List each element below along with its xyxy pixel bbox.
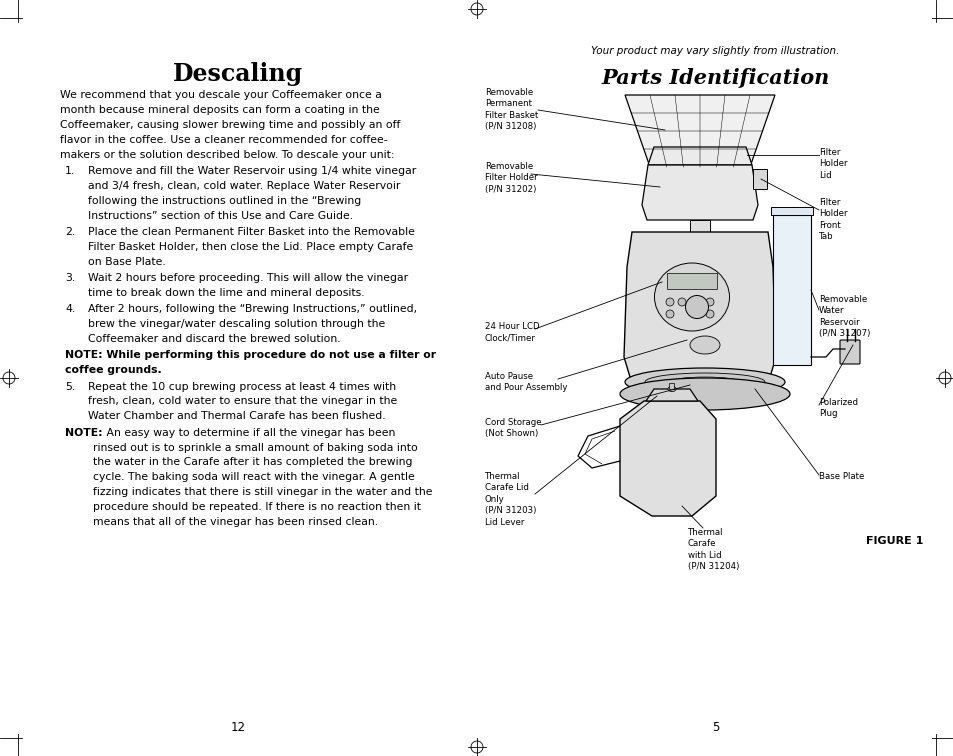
Text: and 3/4 fresh, clean, cold water. Replace Water Reservoir: and 3/4 fresh, clean, cold water. Replac…: [88, 181, 400, 191]
Polygon shape: [641, 165, 758, 220]
Text: Thermal
Carafe Lid
Only
(P/N 31203)
Lid Lever: Thermal Carafe Lid Only (P/N 31203) Lid …: [484, 472, 536, 527]
Bar: [669, 383, 674, 389]
Text: 5: 5: [711, 721, 719, 734]
Text: 24 Hour LCD
Clock/Timer: 24 Hour LCD Clock/Timer: [484, 322, 539, 342]
Polygon shape: [647, 147, 751, 165]
Text: the water in the Carafe after it has completed the brewing: the water in the Carafe after it has com…: [92, 457, 412, 467]
Ellipse shape: [619, 378, 789, 410]
Text: After 2 hours, following the “Brewing Instructions,” outlined,: After 2 hours, following the “Brewing In…: [88, 305, 416, 314]
Text: Removable
Water
Reservoir
(P/N 31207): Removable Water Reservoir (P/N 31207): [818, 295, 869, 339]
Text: brew the vinegar/water descaling solution through the: brew the vinegar/water descaling solutio…: [88, 319, 385, 330]
Text: Wait 2 hours before proceeding. This will allow the vinegar: Wait 2 hours before proceeding. This wil…: [88, 273, 408, 284]
Text: Parts Identification: Parts Identification: [600, 68, 829, 88]
Text: Auto Pause
and Pour Assembly: Auto Pause and Pour Assembly: [484, 372, 567, 392]
Text: Coffeemaker and discard the brewed solution.: Coffeemaker and discard the brewed solut…: [88, 334, 340, 344]
Text: Removable
Filter Holder
(P/N 31202): Removable Filter Holder (P/N 31202): [484, 162, 537, 194]
Text: Place the clean Permanent Filter Basket into the Removable: Place the clean Permanent Filter Basket …: [88, 228, 415, 237]
Polygon shape: [623, 232, 775, 377]
Text: Removable
Permanent
Filter Basket
(P/N 31208): Removable Permanent Filter Basket (P/N 3…: [484, 88, 537, 132]
Text: on Base Plate.: on Base Plate.: [88, 257, 166, 267]
Text: Base Plate: Base Plate: [818, 472, 863, 481]
Text: rinsed out is to sprinkle a small amount of baking soda into: rinsed out is to sprinkle a small amount…: [92, 442, 417, 453]
Text: following the instructions outlined in the “Brewing: following the instructions outlined in t…: [88, 196, 361, 206]
Circle shape: [685, 296, 708, 318]
Circle shape: [692, 298, 700, 306]
Text: Descaling: Descaling: [173, 62, 303, 86]
Text: fizzing indicates that there is still vinegar in the water and the: fizzing indicates that there is still vi…: [92, 488, 432, 497]
Text: We recommend that you descale your Coffeemaker once a: We recommend that you descale your Coffe…: [60, 90, 381, 100]
Text: NOTE: While performing this procedure do not use a filter or: NOTE: While performing this procedure do…: [65, 351, 436, 361]
Text: An easy way to determine if all the vinegar has been: An easy way to determine if all the vine…: [103, 428, 395, 438]
Bar: [772, 215, 810, 365]
Text: 4.: 4.: [65, 305, 75, 314]
Circle shape: [705, 298, 713, 306]
Ellipse shape: [644, 373, 764, 391]
Text: coffee grounds.: coffee grounds.: [65, 365, 162, 376]
Bar: [689, 220, 709, 232]
Text: procedure should be repeated. If there is no reaction then it: procedure should be repeated. If there i…: [92, 502, 420, 513]
Polygon shape: [645, 389, 698, 401]
Text: NOTE:: NOTE:: [65, 428, 103, 438]
Polygon shape: [619, 401, 716, 516]
Circle shape: [665, 298, 673, 306]
Polygon shape: [624, 95, 774, 167]
Ellipse shape: [669, 377, 740, 387]
Text: Cord Storage
(Not Shown): Cord Storage (Not Shown): [484, 418, 541, 438]
FancyBboxPatch shape: [840, 340, 859, 364]
Text: 2.: 2.: [65, 228, 75, 237]
Text: Filter Basket Holder, then close the Lid. Place empty Carafe: Filter Basket Holder, then close the Lid…: [88, 242, 413, 253]
Text: Filter
Holder
Lid: Filter Holder Lid: [818, 148, 846, 180]
Text: time to break down the lime and mineral deposits.: time to break down the lime and mineral …: [88, 288, 364, 298]
Text: flavor in the coffee. Use a cleaner recommended for coffee-: flavor in the coffee. Use a cleaner reco…: [60, 135, 387, 145]
Text: fresh, clean, cold water to ensure that the vinegar in the: fresh, clean, cold water to ensure that …: [88, 396, 396, 407]
Text: Water Chamber and Thermal Carafe has been flushed.: Water Chamber and Thermal Carafe has bee…: [88, 411, 385, 421]
Bar: [752, 169, 766, 189]
Text: Repeat the 10 cup brewing process at least 4 times with: Repeat the 10 cup brewing process at lea…: [88, 382, 395, 392]
Text: Thermal
Carafe
with Lid
(P/N 31204): Thermal Carafe with Lid (P/N 31204): [687, 528, 739, 572]
Ellipse shape: [667, 386, 676, 392]
Text: 12: 12: [231, 721, 246, 734]
Text: means that all of the vinegar has been rinsed clean.: means that all of the vinegar has been r…: [92, 517, 377, 527]
Ellipse shape: [624, 368, 784, 396]
Bar: [770, 207, 812, 215]
Circle shape: [665, 310, 673, 318]
Circle shape: [705, 310, 713, 318]
Ellipse shape: [654, 263, 729, 331]
Text: Your product may vary slightly from illustration.: Your product may vary slightly from illu…: [591, 46, 839, 56]
Text: Filter
Holder
Front
Tab: Filter Holder Front Tab: [818, 198, 846, 241]
Text: 5.: 5.: [65, 382, 75, 392]
Text: Polarized
Plug: Polarized Plug: [818, 398, 857, 419]
Text: cycle. The baking soda will react with the vinegar. A gentle: cycle. The baking soda will react with t…: [92, 472, 415, 482]
Text: FIGURE 1: FIGURE 1: [865, 536, 923, 546]
Ellipse shape: [689, 336, 720, 354]
Text: 1.: 1.: [65, 166, 75, 176]
Text: 3.: 3.: [65, 273, 75, 284]
Circle shape: [678, 298, 685, 306]
Text: makers or the solution described below. To descale your unit:: makers or the solution described below. …: [60, 150, 395, 160]
Text: Coffeemaker, causing slower brewing time and possibly an off: Coffeemaker, causing slower brewing time…: [60, 120, 400, 130]
Text: Instructions” section of this Use and Care Guide.: Instructions” section of this Use and Ca…: [88, 211, 353, 221]
Text: month because mineral deposits can form a coating in the: month because mineral deposits can form …: [60, 105, 379, 115]
Text: Remove and fill the Water Reservoir using 1/4 white vinegar: Remove and fill the Water Reservoir usin…: [88, 166, 416, 176]
Bar: [666, 273, 717, 289]
